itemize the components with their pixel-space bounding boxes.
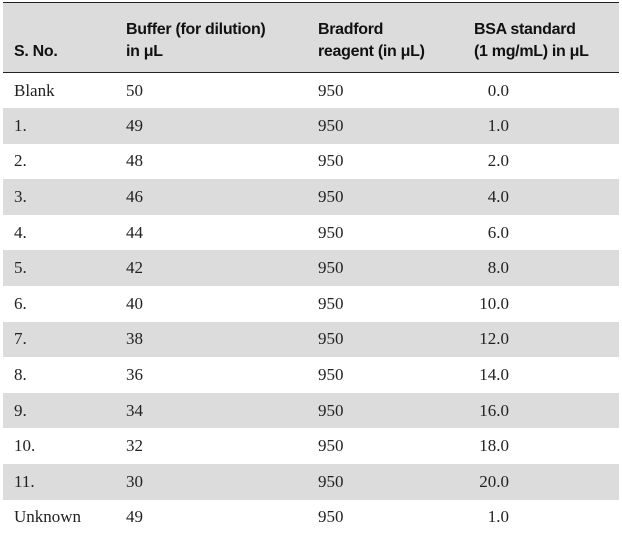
table-cell: 950 <box>318 115 344 135</box>
table-cell: 8.0 <box>487 258 509 278</box>
table-cell: 16.0 <box>479 400 509 420</box>
table-header: S. No. Buffer (for dilution) in μL Bradford… <box>3 2 619 73</box>
table-cell: 34 <box>126 400 143 420</box>
table-cell: 6.0 <box>487 222 509 242</box>
table-cell: 950 <box>318 80 344 100</box>
table-cell: 3. <box>14 187 27 207</box>
table-cell: 18.0 <box>479 436 509 456</box>
table-cell: 2. <box>14 151 27 171</box>
table-cell: 4.0 <box>487 187 509 207</box>
table-cell: 49 <box>126 507 143 527</box>
table-row: 4. 44 950 6.0 <box>3 215 619 251</box>
table-cell: 950 <box>318 222 344 242</box>
table-cell: 950 <box>318 507 344 527</box>
table-cell: 42 <box>126 258 143 278</box>
table-cell: 950 <box>318 471 344 491</box>
table-cell: 950 <box>318 258 344 278</box>
table-row: 1. 49 950 1.0 <box>3 108 619 144</box>
table-row: Unknown 49 950 1.0 <box>3 500 619 535</box>
table-cell: 49 <box>126 115 143 135</box>
table-row: 6. 40 950 10.0 <box>3 286 619 322</box>
table-cell: 1.0 <box>487 507 509 527</box>
table-row: 8. 36 950 14.0 <box>3 357 619 393</box>
table-cell: 0.0 <box>487 80 509 100</box>
table-cell: 12.0 <box>479 329 509 349</box>
header-text: S. No. <box>14 43 58 60</box>
table-cell: 1. <box>14 115 27 135</box>
table-cell: 4. <box>14 222 27 242</box>
data-table: S. No. Buffer (for dilution) in μL Bradford… <box>3 2 619 535</box>
table-cell: 950 <box>318 151 344 171</box>
table-row: 10. 32 950 18.0 <box>3 428 619 464</box>
table-cell: 8. <box>14 365 27 385</box>
table-row: Blank 50 950 0.0 <box>3 73 619 109</box>
table-cell: 38 <box>126 329 143 349</box>
table-cell: 9. <box>14 400 27 420</box>
table-cell: 950 <box>318 400 344 420</box>
table-cell: 50 <box>126 80 143 100</box>
table-body: Blank 50 950 0.0 1. 49 950 1.0 2. 48 950 2.0 3. 46 950… <box>3 73 619 535</box>
header-cell: Buffer (for dilution) in μL <box>115 3 307 73</box>
table-cell: 950 <box>318 293 344 313</box>
table-cell: 7. <box>14 329 27 349</box>
table-cell: 48 <box>126 151 143 171</box>
table-cell: 10. <box>14 436 36 456</box>
table-cell: 40 <box>126 293 143 313</box>
table-cell: 950 <box>318 187 344 207</box>
table-cell: 6. <box>14 293 27 313</box>
header-row: S. No. Buffer (for dilution) in μL Bradford… <box>3 2 619 73</box>
table-cell: 44 <box>126 222 143 242</box>
header-text: Bradford <box>318 21 384 38</box>
header-text: BSA standard <box>474 21 576 38</box>
header-text: in μL <box>126 43 163 60</box>
table-cell: 20.0 <box>479 471 509 491</box>
header-cell: Bradford reagent (in μL) <box>307 3 463 73</box>
table-cell: Unknown <box>14 507 82 527</box>
table-row: 7. 38 950 12.0 <box>3 321 619 358</box>
table-cell: 10.0 <box>479 293 509 313</box>
header-cell: S. No. <box>3 3 115 73</box>
table-cell: 950 <box>318 329 344 349</box>
table-cell: 36 <box>126 365 143 385</box>
table-cell: 11. <box>14 471 35 491</box>
table-cell: Blank <box>14 80 55 100</box>
table-cell: 950 <box>318 436 344 456</box>
table-cell: 950 <box>318 365 344 385</box>
table-cell: 14.0 <box>479 365 509 385</box>
table-row: 11. 30 950 20.0 <box>3 464 619 500</box>
header-cell: BSA standard (1 mg/mL) in μL <box>463 3 619 73</box>
table-cell: 46 <box>126 187 143 207</box>
table-cell: 1.0 <box>487 115 509 135</box>
table-cell: 2.0 <box>487 151 509 171</box>
header-text: reagent (in μL) <box>318 43 425 60</box>
table-cell: 30 <box>126 471 143 491</box>
table-cell: 32 <box>126 436 143 456</box>
table-cell: 5. <box>14 258 27 278</box>
table-row: 5. 42 950 8.0 <box>3 250 619 287</box>
table-row: 2. 48 950 2.0 <box>3 144 619 180</box>
header-text: Buffer (for dilution) <box>126 21 266 38</box>
header-text: (1 mg/mL) in μL <box>474 43 589 60</box>
table-row: 9. 34 950 16.0 <box>3 392 619 429</box>
table-row: 3. 46 950 4.0 <box>3 179 619 215</box>
